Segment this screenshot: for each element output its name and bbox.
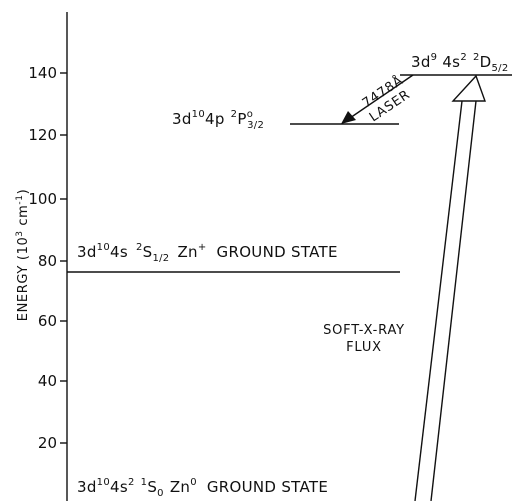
d-term: D [480,53,492,71]
znp-term-sup: 2 [136,242,143,253]
y-axis-title: ENERGY (103 cm-1) [15,189,31,322]
tick-label-140: 140 [28,64,57,82]
zn0-config-b: 4s [110,478,128,496]
znp-term: S [143,243,153,261]
y-axis-tick-labels: 20 40 60 80 100 120 140 [28,64,57,452]
soft-x-ray-arrow-icon [414,74,486,501]
d-config-b-sup: 2 [460,52,467,63]
flux-label-line2: FLUX [346,340,382,355]
laser-transition-line [349,74,414,119]
d-term-sub: 5/2 [492,63,509,74]
flux-label-line1: SOFT-X-RAY [323,323,405,338]
znp-species: Zn [177,243,197,261]
znp-config-a-sup: 10 [97,242,110,253]
zn0-species-sup: 0 [190,477,197,488]
tick-label-80: 80 [38,252,57,270]
zn0-config-a: 3d [77,478,97,496]
znp-species-sup: + [198,242,207,253]
p-term-sup2: o [247,109,253,120]
zn0-species: Zn [170,478,190,496]
p-config-a-sup: 10 [192,109,205,120]
zn0-term: S [147,478,157,496]
flux-arrow-left-stroke [414,100,463,501]
znp-config-b: 4s [110,243,128,261]
tick-label-20: 20 [38,434,57,452]
d-config-b: 4s [442,53,460,71]
tick-label-40: 40 [38,372,57,390]
y-axis-title-unit-open: (10 [16,237,31,260]
label-4p-level: 3d104p 2Po 3/2 [172,109,264,131]
label-zn-plus-ground-state: 3d104s 2S1/2 Zn+ GROUND STATE [77,242,338,264]
y-axis-title-unit-close: ) [16,189,31,195]
flux-arrow-right-stroke [430,100,477,501]
p-term-sup: 2 [231,109,238,120]
tick-label-100: 100 [28,190,57,208]
y-axis-title-unit-mid: cm [16,205,31,231]
d-config-a-sup: 9 [431,52,438,63]
p-config-b: 4p [205,110,225,128]
laser-arrowhead-icon [341,111,356,124]
zn0-term-sup: 1 [141,477,148,488]
y-axis-ticks [60,72,67,444]
d-config-a: 3d [411,53,431,71]
flux-arrow-head [451,74,486,102]
tick-label-60: 60 [38,312,57,330]
y-axis-title-unit-exp2: -1 [15,194,25,204]
zn0-note: GROUND STATE [207,478,328,496]
zn0-config-b-sup: 2 [128,477,135,488]
y-axis-title-main: ENERGY [16,265,31,321]
tick-label-120: 120 [28,126,57,144]
znp-term-sub: 1/2 [152,253,169,264]
p-term: P [237,110,246,128]
p-term-sub: 3/2 [247,120,264,131]
label-3d9-level: 3d9 4s2 2D5/2 [411,52,509,74]
p-config-a: 3d [172,110,192,128]
znp-config-a: 3d [77,243,97,261]
label-zn0-ground-state: 3d104s2 1S0 Zn0 GROUND STATE [77,477,328,499]
zn0-term-sub: 0 [157,488,164,499]
zn0-config-a-sup: 10 [97,477,110,488]
d-term-sup: 2 [473,52,480,63]
y-axis-title-unit-exp: 3 [15,230,25,236]
znp-note: GROUND STATE [217,243,338,261]
